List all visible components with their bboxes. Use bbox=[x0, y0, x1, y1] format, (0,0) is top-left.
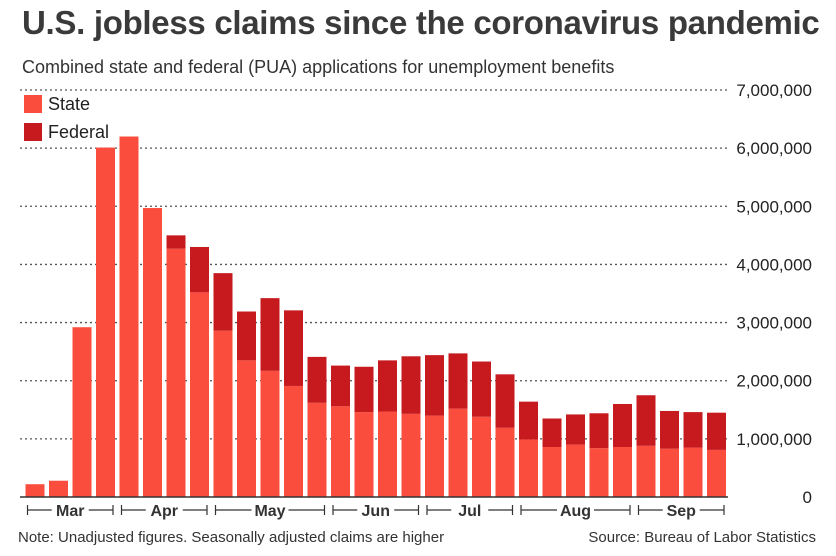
bar-state bbox=[331, 406, 350, 497]
bar-federal bbox=[707, 412, 726, 450]
y-tick-label: 3,000,000 bbox=[736, 314, 812, 333]
legend-label-federal: Federal bbox=[48, 122, 110, 142]
bar-state bbox=[542, 446, 562, 497]
x-tick-label: May bbox=[254, 503, 285, 520]
bar-federal bbox=[331, 365, 350, 407]
bar-federal bbox=[542, 418, 562, 447]
bar-federal bbox=[190, 246, 209, 293]
y-axis-ticks: 0 1,000,000 2,000,000 3,000,000 4,000,000 5,0… bbox=[736, 81, 812, 507]
x-tick-label: Aug bbox=[560, 503, 591, 520]
x-axis: Mar Apr May Jun Jul Aug Sep bbox=[20, 496, 728, 520]
bar-state bbox=[25, 484, 45, 497]
bar-federal bbox=[378, 360, 397, 412]
y-tick-label: 6,000,000 bbox=[736, 139, 812, 158]
bar-state bbox=[49, 480, 68, 497]
bars bbox=[25, 136, 726, 497]
bar-state bbox=[284, 385, 303, 497]
legend-label-state: State bbox=[48, 94, 91, 114]
bar-federal bbox=[166, 235, 186, 249]
bar-state bbox=[636, 445, 656, 497]
bar-federal bbox=[284, 310, 303, 386]
x-tick-label: Jul bbox=[458, 503, 481, 520]
legend-swatch-federal bbox=[24, 123, 42, 141]
bar-state bbox=[354, 412, 374, 497]
gridlines bbox=[20, 89, 728, 440]
bar-federal bbox=[448, 353, 468, 409]
bar-state bbox=[378, 411, 397, 497]
bar-state bbox=[260, 370, 280, 497]
bar-state bbox=[519, 439, 538, 497]
bar-federal bbox=[519, 401, 538, 440]
bar-federal bbox=[213, 273, 233, 331]
source-credit: Source: Bureau of Labor Statistics bbox=[588, 529, 816, 546]
bar-state bbox=[72, 327, 92, 497]
bar-federal bbox=[425, 355, 444, 416]
chart-title: U.S. jobless claims since the coronaviru… bbox=[22, 4, 820, 41]
footnote: Note: Unadjusted figures. Seasonally adj… bbox=[18, 529, 445, 546]
bar-federal bbox=[683, 412, 703, 448]
bar-state bbox=[566, 444, 585, 497]
y-tick-label: 4,000,000 bbox=[736, 255, 812, 274]
bar-federal bbox=[495, 374, 515, 428]
legend-item-state: State bbox=[24, 94, 90, 115]
x-tick-label: Mar bbox=[56, 503, 84, 520]
bar-state bbox=[472, 416, 491, 497]
bar-federal bbox=[401, 356, 421, 414]
bar-state bbox=[448, 408, 468, 497]
bar-state bbox=[119, 136, 139, 497]
bar-state bbox=[401, 413, 421, 497]
bar-federal bbox=[260, 298, 280, 371]
y-tick-label: 2,000,000 bbox=[736, 372, 812, 391]
bar-state bbox=[707, 449, 726, 497]
bar-federal bbox=[613, 403, 632, 447]
bar-federal bbox=[237, 311, 256, 361]
bar-state bbox=[683, 447, 703, 497]
bar-federal bbox=[660, 410, 679, 449]
bar-state bbox=[307, 402, 327, 497]
legend-swatch-state bbox=[24, 95, 42, 113]
y-tick-label: 7,000,000 bbox=[736, 81, 812, 100]
x-tick-label: Jun bbox=[362, 503, 390, 520]
bar-state bbox=[190, 292, 209, 497]
bar-federal bbox=[354, 366, 374, 413]
bar-state bbox=[495, 427, 515, 497]
x-tick-label: Apr bbox=[150, 503, 178, 520]
x-tick-label: Sep bbox=[667, 503, 697, 520]
bar-federal bbox=[472, 361, 491, 417]
bar-state bbox=[425, 415, 444, 497]
bar-state bbox=[143, 208, 162, 497]
bar-federal bbox=[636, 395, 656, 446]
bar-state bbox=[237, 360, 256, 497]
bar-federal bbox=[307, 356, 327, 403]
legend-item-federal: Federal bbox=[24, 122, 109, 143]
bar-state bbox=[166, 248, 186, 497]
y-tick-label: 0 bbox=[803, 488, 812, 507]
chart-subtitle: Combined state and federal (PUA) applica… bbox=[22, 57, 615, 77]
y-tick-label: 5,000,000 bbox=[736, 197, 812, 216]
bar-federal bbox=[589, 413, 609, 449]
bar-state bbox=[96, 147, 115, 497]
bar-federal bbox=[566, 414, 585, 445]
bar-state bbox=[589, 448, 609, 497]
y-tick-label: 1,000,000 bbox=[736, 430, 812, 449]
bar-state bbox=[660, 448, 679, 497]
bar-state bbox=[613, 446, 632, 497]
bar-state bbox=[213, 330, 233, 497]
